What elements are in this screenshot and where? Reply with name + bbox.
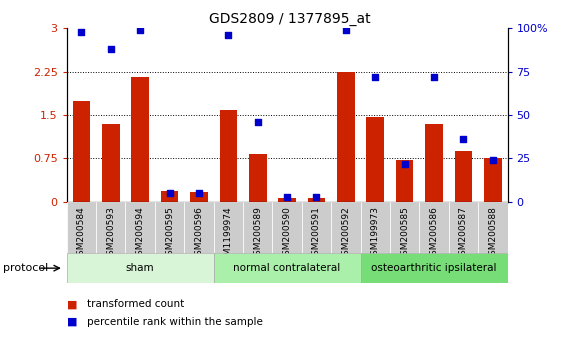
Point — [106, 46, 115, 52]
Bar — [478, 202, 508, 253]
Text: GSM199973: GSM199973 — [371, 206, 380, 261]
Bar — [96, 202, 125, 253]
Bar — [396, 160, 414, 202]
Point — [312, 194, 321, 199]
Bar — [273, 202, 302, 253]
Bar — [72, 101, 90, 202]
Bar — [184, 202, 213, 253]
Bar — [249, 154, 267, 202]
Bar — [367, 117, 384, 202]
Bar — [125, 202, 155, 253]
Text: GSM1199974: GSM1199974 — [224, 206, 233, 267]
Text: GSM200586: GSM200586 — [430, 206, 438, 261]
Bar — [131, 78, 149, 202]
Text: normal contralateral: normal contralateral — [234, 263, 340, 273]
Text: GSM200585: GSM200585 — [400, 206, 409, 261]
Bar — [302, 202, 331, 253]
Point — [77, 29, 86, 35]
Text: GSM200591: GSM200591 — [312, 206, 321, 261]
Text: ■: ■ — [67, 317, 81, 327]
Text: osteoarthritic ipsilateral: osteoarthritic ipsilateral — [371, 263, 497, 273]
Bar — [337, 72, 355, 202]
Text: GSM200595: GSM200595 — [165, 206, 174, 261]
Text: sham: sham — [126, 263, 154, 273]
Text: GSM200590: GSM200590 — [282, 206, 292, 261]
Bar — [161, 192, 179, 202]
Bar — [331, 202, 361, 253]
Text: protocol: protocol — [3, 263, 48, 273]
Text: ■: ■ — [67, 299, 81, 309]
Point — [341, 27, 350, 33]
Bar — [213, 253, 361, 283]
Point — [224, 33, 233, 38]
Point — [371, 74, 380, 80]
Bar — [190, 192, 208, 202]
Text: transformed count: transformed count — [87, 299, 184, 309]
Bar — [361, 253, 508, 283]
Text: GSM200592: GSM200592 — [342, 206, 350, 261]
Point — [459, 137, 468, 142]
Bar — [484, 159, 502, 202]
Bar — [219, 110, 237, 202]
Bar — [102, 124, 119, 202]
Bar — [243, 202, 273, 253]
Text: GSM200596: GSM200596 — [194, 206, 204, 261]
Bar — [67, 253, 213, 283]
Point — [488, 157, 498, 163]
Text: GSM200589: GSM200589 — [253, 206, 262, 261]
Text: GSM200584: GSM200584 — [77, 206, 86, 261]
Bar — [67, 202, 96, 253]
Point — [282, 194, 292, 199]
Bar — [361, 202, 390, 253]
Point — [194, 190, 204, 196]
Bar — [307, 198, 325, 202]
Text: percentile rank within the sample: percentile rank within the sample — [87, 317, 263, 327]
Point — [136, 27, 145, 33]
Point — [429, 74, 438, 80]
Text: GDS2809 / 1377895_at: GDS2809 / 1377895_at — [209, 12, 371, 27]
Bar — [455, 152, 472, 202]
Bar — [155, 202, 184, 253]
Bar — [419, 202, 449, 253]
Text: GSM200588: GSM200588 — [488, 206, 497, 261]
Bar — [213, 202, 243, 253]
Bar — [390, 202, 419, 253]
Text: GSM200594: GSM200594 — [136, 206, 144, 261]
Text: GSM200593: GSM200593 — [106, 206, 115, 261]
Bar — [449, 202, 478, 253]
Bar — [278, 198, 296, 202]
Point — [165, 190, 174, 196]
Bar — [425, 124, 443, 202]
Text: GSM200587: GSM200587 — [459, 206, 468, 261]
Point — [253, 119, 262, 125]
Point — [400, 161, 409, 166]
